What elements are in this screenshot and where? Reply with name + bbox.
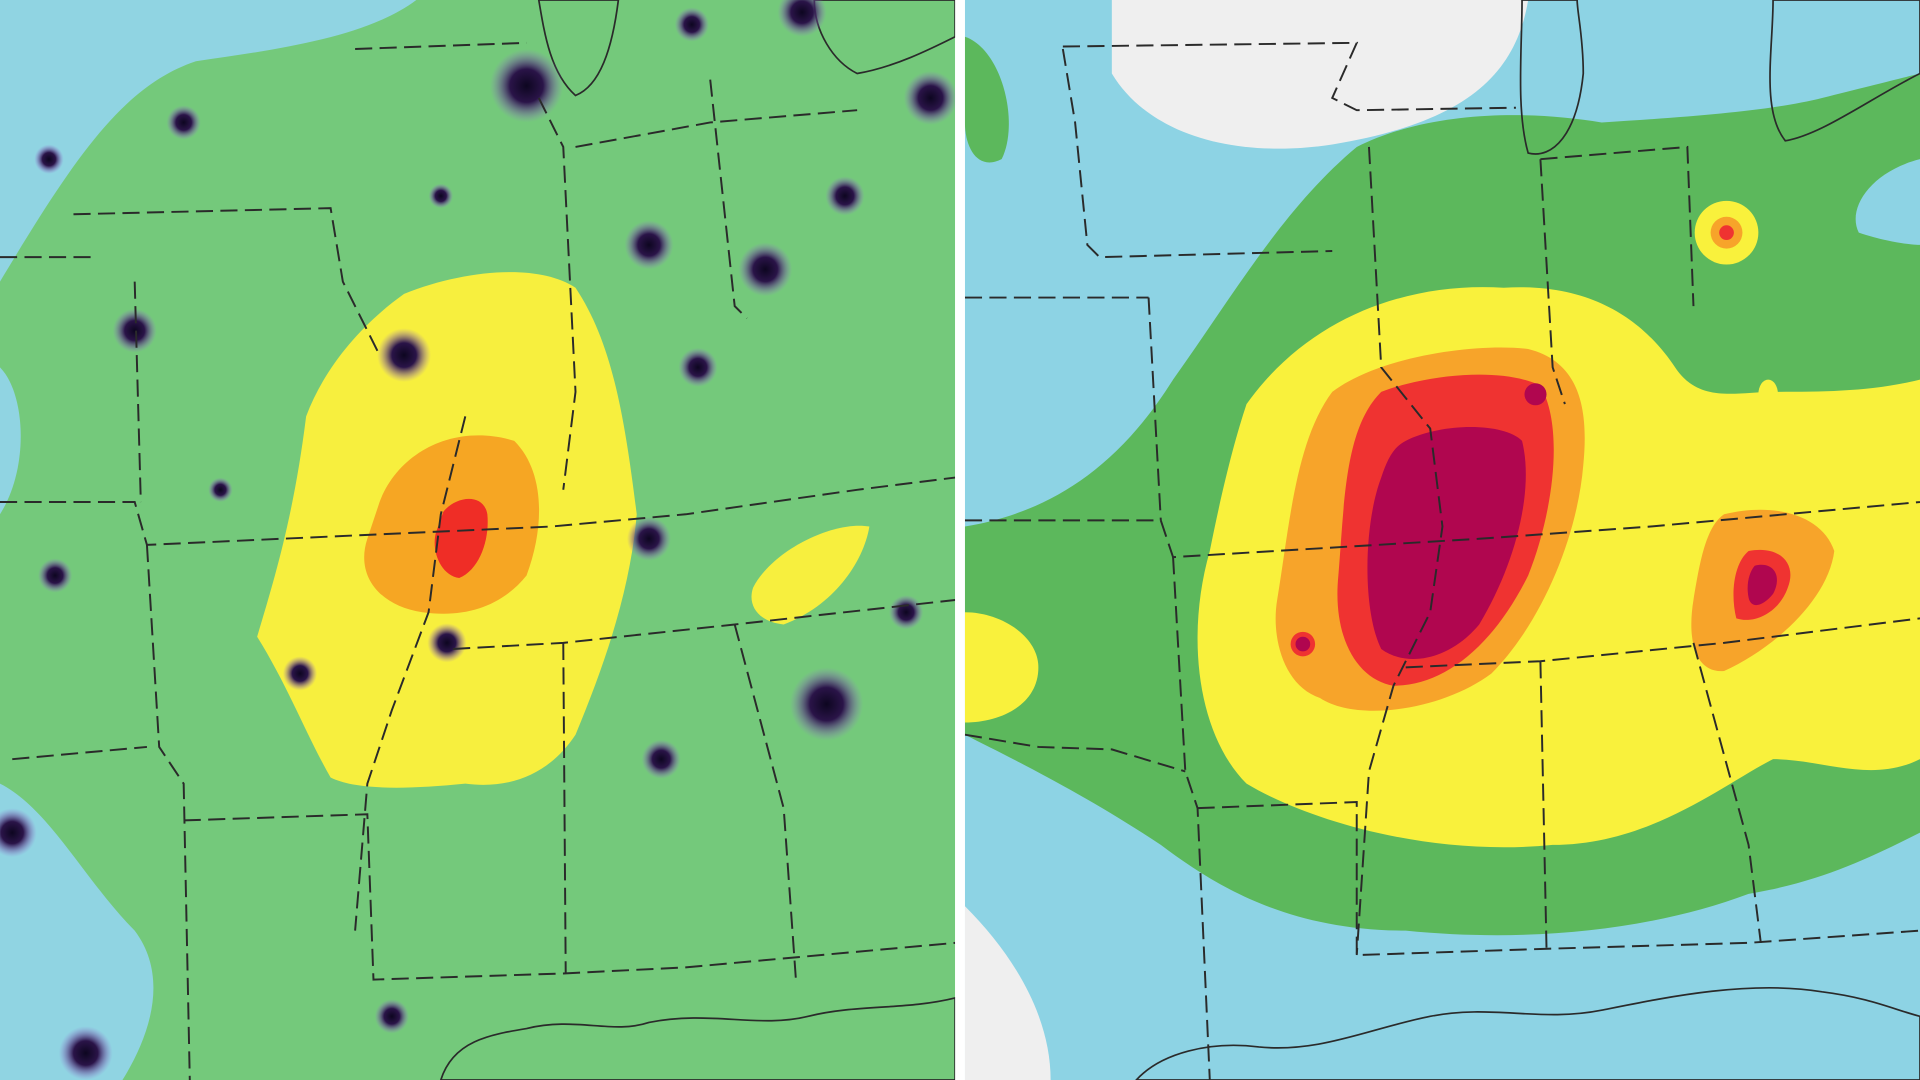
state-border — [575, 79, 858, 320]
city — [374, 999, 409, 1034]
city — [626, 516, 672, 561]
state-border — [964, 501, 1920, 559]
yellow-zone — [964, 612, 1039, 723]
crimson-zone — [1747, 564, 1777, 606]
city — [427, 623, 467, 663]
city — [166, 105, 201, 140]
state-border — [964, 48, 1333, 299]
city — [641, 739, 681, 779]
city — [888, 595, 924, 630]
state-border — [12, 416, 467, 931]
right-map — [964, 0, 1920, 1080]
state-border — [562, 624, 797, 980]
lake — [813, 0, 956, 75]
city — [777, 0, 827, 37]
state-border — [183, 813, 956, 981]
lake — [1769, 0, 1920, 142]
state-border — [1539, 145, 1695, 405]
state-border — [0, 207, 381, 356]
crimson-zone — [1524, 383, 1547, 406]
city — [282, 656, 318, 691]
red-zone — [1719, 225, 1734, 240]
city — [377, 328, 432, 383]
city — [0, 808, 37, 858]
state-border — [964, 733, 1186, 773]
low-zone — [964, 906, 1051, 1080]
light-blue-region — [0, 367, 21, 515]
lake — [1519, 0, 1585, 155]
state-border — [1539, 642, 1762, 950]
city — [789, 667, 864, 741]
city — [903, 71, 956, 125]
city — [34, 144, 64, 174]
state-border — [1197, 801, 1920, 957]
gulf — [1135, 987, 1920, 1080]
state-borders — [964, 41, 1920, 1080]
city — [825, 176, 865, 216]
state-border — [355, 41, 577, 490]
state-border — [453, 599, 956, 650]
green-zone — [964, 36, 1009, 163]
yellow-zone — [1758, 379, 1778, 409]
city — [624, 220, 674, 270]
state-borders — [0, 41, 956, 1080]
state-border — [1147, 297, 1211, 1080]
gulf — [439, 997, 956, 1080]
city — [738, 242, 793, 297]
city — [37, 558, 73, 593]
yellow-zone — [751, 525, 870, 625]
city — [58, 1026, 113, 1080]
crimson-zone — [1367, 427, 1526, 660]
low-zone — [1111, 0, 1529, 149]
state-border — [0, 476, 956, 546]
city — [428, 183, 454, 209]
light-blue-region — [0, 0, 417, 282]
city — [678, 347, 718, 387]
city — [208, 477, 233, 503]
city-lights — [0, 0, 956, 1080]
state-border — [1405, 617, 1920, 669]
state-border — [1062, 41, 1516, 112]
lake — [537, 0, 620, 97]
state-border — [133, 281, 191, 1080]
left-map — [0, 0, 956, 1080]
city — [112, 308, 157, 353]
red-zone — [434, 498, 488, 578]
state-border — [1355, 146, 1444, 956]
right-map-content — [964, 0, 1920, 1080]
city — [489, 48, 564, 123]
light-blue-region — [0, 783, 154, 1080]
crimson-zone — [1295, 636, 1311, 652]
city — [674, 7, 709, 42]
